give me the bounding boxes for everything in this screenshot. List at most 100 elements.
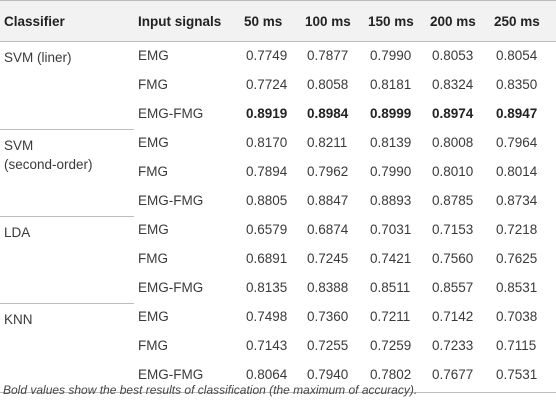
accuracy-value-cell: 0.8984 [307, 106, 349, 121]
accuracy-value-cell: 0.8785 [432, 193, 474, 208]
accuracy-value-cell: 0.8974 [432, 106, 474, 121]
column-header-250ms: 250 ms [490, 0, 556, 42]
accuracy-value-cell: 0.7218 [496, 222, 538, 237]
input-signal-cell: EMG-FMG [138, 193, 204, 208]
classifier-label: SVM (liner) [4, 50, 72, 65]
accuracy-value-cell: 0.8557 [432, 280, 474, 295]
accuracy-value-cell: 0.8058 [307, 77, 349, 92]
accuracy-value-cell: 0.8181 [370, 77, 412, 92]
table-row: FMG 0.6891 0.7245 0.7421 0.7560 0.7625 [0, 245, 556, 274]
classifier-cell: KNN [0, 302, 134, 393]
input-signal-cell: EMG [138, 48, 169, 63]
accuracy-value-cell: 0.8135 [246, 280, 288, 295]
accuracy-value-cell: 0.7259 [370, 338, 412, 353]
accuracy-value-cell: 0.7724 [246, 77, 288, 92]
classifier-label: LDA [4, 224, 31, 240]
column-header-100ms: 100 ms [301, 0, 364, 42]
accuracy-value-cell: 0.7498 [246, 309, 288, 324]
table-row: FMG 0.7894 0.7962 0.7990 0.8010 0.8014 [0, 158, 556, 187]
accuracy-value-cell: 0.8014 [496, 164, 538, 179]
accuracy-value-cell: 0.7233 [432, 338, 474, 353]
accuracy-value-cell: 0.8064 [240, 361, 301, 393]
accuracy-value-cell: 0.7962 [307, 164, 349, 179]
input-signal-cell: EMG [138, 222, 169, 237]
accuracy-value-cell: 0.7677 [426, 361, 490, 393]
table-row: EMG-FMG 0.8135 0.8388 0.8511 0.8557 0.8531 [0, 274, 556, 303]
accuracy-value-cell: 0.7990 [370, 164, 412, 179]
accuracy-value-cell: 0.7990 [370, 48, 412, 63]
input-signal-cell: FMG [138, 338, 168, 353]
table-row: EMG-FMG 0.8919 0.8984 0.8999 0.8974 0.8947 [0, 100, 556, 129]
table-row: SVM (second-order) EMG 0.8170 0.8211 0.8139 0.… [0, 128, 556, 217]
table-footnote: Bold values show the best results of cla… [3, 383, 418, 397]
accuracy-value-cell: 0.7245 [307, 251, 349, 266]
accuracy-value-cell: 0.8511 [370, 280, 411, 295]
accuracy-value-cell: 0.8734 [496, 193, 538, 208]
accuracy-value-cell: 0.7038 [496, 309, 538, 324]
table-row: KNN EMG 0.7498 0.7360 0.7211 0.7142 0.7038 [0, 302, 556, 393]
classifier-cell: LDA [0, 215, 134, 304]
accuracy-value-cell: 0.8919 [246, 106, 288, 121]
accuracy-value-cell: 0.8054 [496, 48, 538, 63]
accuracy-value-cell: 0.8805 [246, 193, 288, 208]
accuracy-value-cell: 0.7560 [432, 251, 474, 266]
table-row: FMG 0.7724 0.8058 0.8181 0.8324 0.8350 [0, 71, 556, 100]
column-header-classifier: Classifier [0, 0, 134, 42]
classifier-label: (second-order) [4, 156, 93, 172]
accuracy-value-cell: 0.8999 [370, 106, 412, 121]
accuracy-value-cell: 0.7255 [307, 338, 349, 353]
accuracy-value-cell: 0.6891 [246, 251, 288, 266]
column-header-input-signals: Input signals [134, 0, 240, 42]
input-signal-cell: EMG-FMG [134, 361, 240, 393]
input-signal-cell: EMG [138, 135, 169, 150]
accuracy-value-cell: 0.8053 [432, 48, 474, 63]
accuracy-value-cell: 0.8531 [496, 280, 538, 295]
input-signal-cell: FMG [138, 77, 168, 92]
accuracy-value-cell: 0.8847 [307, 193, 349, 208]
accuracy-value-cell: 0.7802 [364, 361, 426, 393]
accuracy-value-cell: 0.7421 [370, 251, 412, 266]
accuracy-value-cell: 0.8139 [370, 135, 412, 150]
accuracy-value-cell: 0.7964 [496, 135, 538, 150]
accuracy-value-cell: 0.7360 [307, 309, 349, 324]
accuracy-value-cell: 0.8324 [432, 77, 474, 92]
accuracy-value-cell: 0.8350 [496, 77, 538, 92]
header-row: Classifier Input signals 50 ms 100 ms 15… [0, 0, 556, 42]
input-signal-cell: EMG-FMG [138, 106, 204, 121]
accuracy-value-cell: 0.8211 [307, 135, 348, 150]
table-row: SVM (liner) EMG 0.7749 0.7877 0.7990 0.8053 0.… [0, 41, 556, 130]
table-row: EMG-FMG 0.8805 0.8847 0.8893 0.8785 0.8734 [0, 187, 556, 216]
accuracy-value-cell: 0.8388 [307, 280, 349, 295]
accuracy-value-cell: 0.7031 [370, 222, 412, 237]
accuracy-value-cell: 0.7894 [246, 164, 288, 179]
classifier-cell: SVM (second-order) [0, 128, 134, 217]
accuracy-value-cell: 0.7142 [432, 309, 474, 324]
column-header-200ms: 200 ms [426, 0, 490, 42]
accuracy-value-cell: 0.8170 [246, 135, 288, 150]
accuracy-value-cell: 0.7153 [432, 222, 474, 237]
accuracy-value-cell: 0.6579 [246, 222, 288, 237]
classifier-cell: SVM (liner) [0, 41, 134, 130]
column-header-50ms: 50 ms [240, 0, 301, 42]
input-signal-cell: FMG [138, 251, 168, 266]
accuracy-value-cell: 0.7115 [496, 338, 537, 353]
input-signal-cell: EMG-FMG [138, 280, 204, 295]
accuracy-value-cell: 0.7211 [370, 309, 411, 324]
classifier-label: KNN [4, 311, 33, 327]
accuracy-value-cell: 0.7749 [246, 48, 288, 63]
accuracy-value-cell: 0.6874 [307, 222, 349, 237]
table-row: LDA EMG 0.6579 0.6874 0.7031 0.7153 0.7218 [0, 215, 556, 304]
table-row: EMG-FMG 0.8064 0.7940 0.7802 0.7677 0.7531 [0, 361, 556, 393]
results-table: Classifier Input signals 50 ms 100 ms 15… [0, 0, 556, 393]
table-body: SVM (liner) EMG 0.7749 0.7877 0.7990 0.8053 0.… [0, 41, 556, 393]
accuracy-value-cell: 0.8893 [370, 193, 412, 208]
table-row: FMG 0.7143 0.7255 0.7259 0.7233 0.7115 [0, 332, 556, 361]
accuracy-value-cell: 0.7143 [246, 338, 288, 353]
input-signal-cell: FMG [138, 164, 168, 179]
accuracy-value-cell: 0.8947 [496, 106, 538, 121]
accuracy-value-cell: 0.7531 [490, 361, 556, 393]
column-header-150ms: 150 ms [364, 0, 426, 42]
accuracy-value-cell: 0.8010 [432, 164, 474, 179]
accuracy-value-cell: 0.7625 [496, 251, 538, 266]
accuracy-value-cell: 0.7940 [301, 361, 364, 393]
